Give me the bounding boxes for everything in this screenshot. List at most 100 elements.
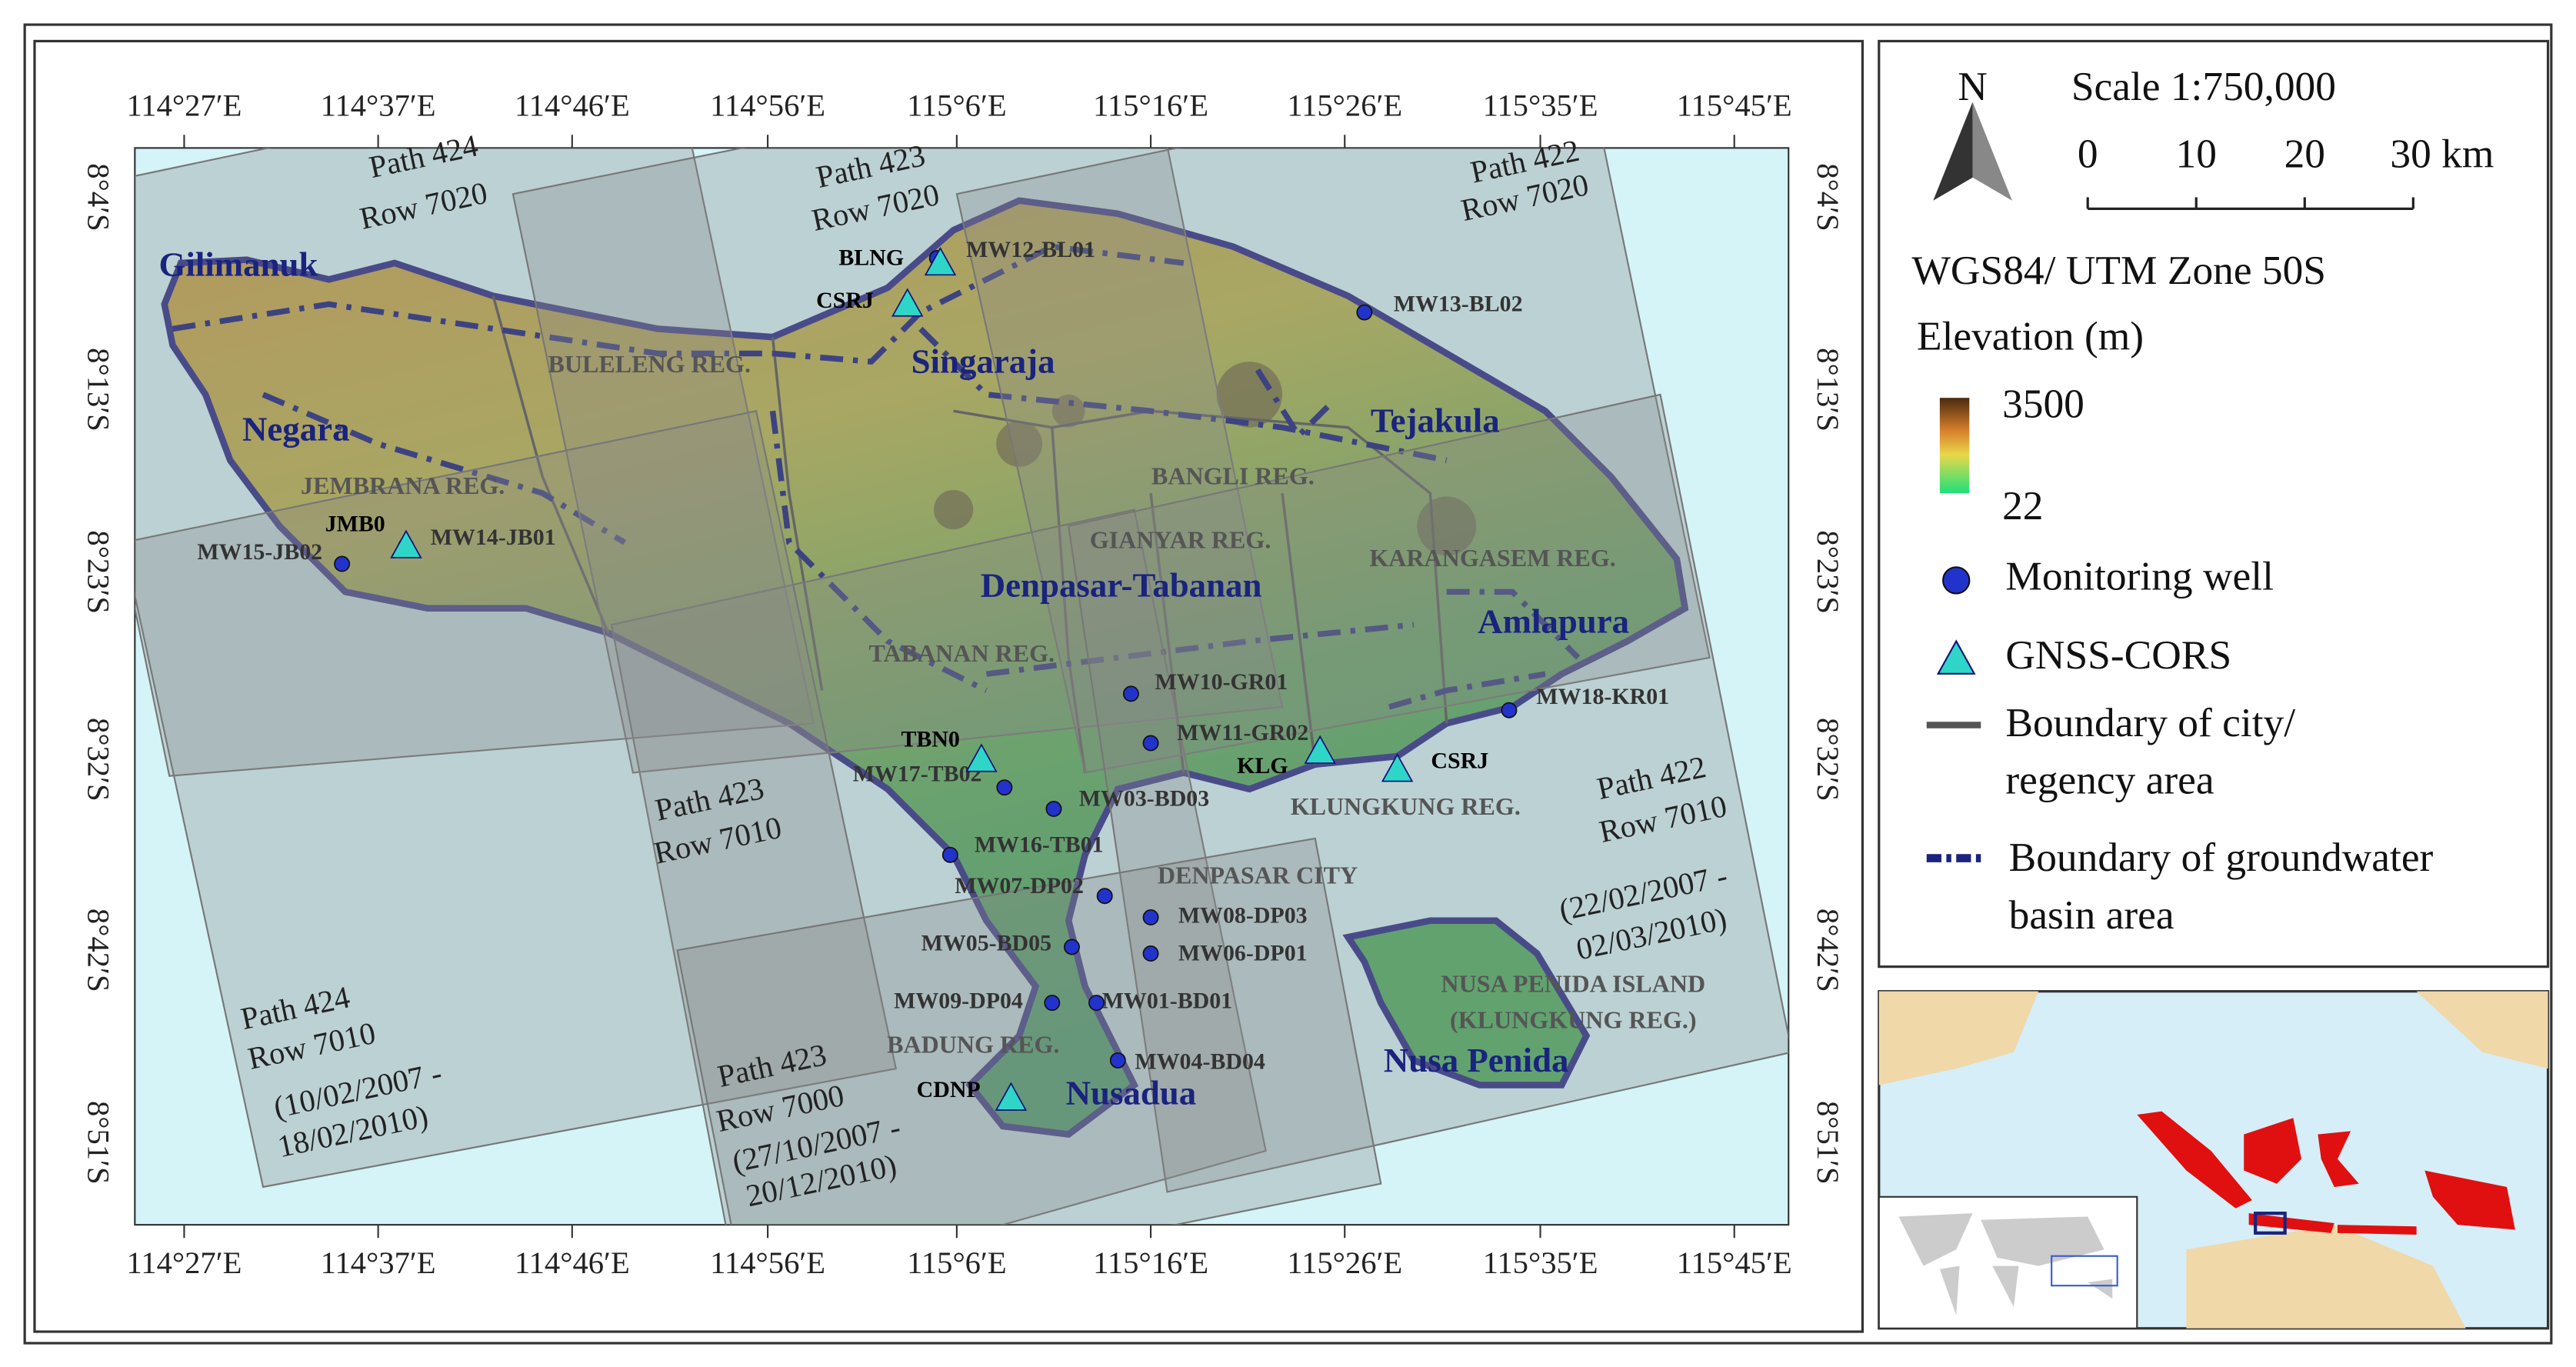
legend: N Scale 1:750,000 0 10 20 30 km WGS84/ UTM Zon… [1912,63,2494,938]
longitude-label: 114°27′E [126,1245,242,1280]
inset-land [1878,991,2039,1085]
place-label: Nusa Penida [1384,1041,1569,1079]
sulawesi [2318,1131,2359,1187]
regency-boundary [953,409,1448,724]
gnss-label: TBN0 [901,727,959,752]
latitude-label: 8°42′S [82,909,116,992]
basin-boundary [1255,368,1334,441]
gnss-station [1381,753,1414,782]
monitoring-well [1044,995,1061,1012]
longitude-label: 115°6′E [907,1245,1007,1280]
scale-tick-label: 30 km [2390,130,2494,176]
longitude-label: 115°6′E [907,88,1007,122]
well-label: MW07-DP02 [955,873,1084,899]
gnss-station [891,288,924,317]
gnss-label: CDNP [917,1077,981,1102]
well-label: MW03-BD03 [1079,786,1209,812]
legend-city: regency area [2005,757,2214,803]
monitoring-well [1122,685,1139,702]
latitude-label: 8°32′S [1811,718,1845,802]
well-label: MW04-BD04 [1135,1049,1265,1075]
java [2248,1213,2334,1233]
bali-locator [2254,1212,2287,1235]
regency-label: BULELENG REG. [548,350,751,378]
longitude-label: 115°35′E [1483,1245,1598,1280]
borneo [2244,1118,2302,1184]
place-label: Negara [242,409,350,448]
outer-frame [23,23,2553,1345]
regency-boundary [771,336,824,691]
basin-boundary [772,243,1185,365]
place-label: Gilimanuk [158,245,318,284]
well-label: MW17-TB02 [853,762,982,787]
regency-label: JEMBRANA REG. [301,472,505,499]
elevation-colorbar [1939,398,1970,494]
legend-well-symbol [1942,566,1971,595]
well-label: MW12-BL01 [966,237,1095,262]
well-label: MW01-BD01 [1102,988,1232,1013]
well-label: MW13-BL02 [1394,291,1523,316]
place-label: Singaraja [911,342,1055,381]
basin-boundary [172,301,773,357]
basin-boundary [918,326,1448,464]
longitude-label: 114°37′E [321,1245,436,1280]
gnss-label: KLG [1237,753,1288,779]
well-label: MW09-DP04 [894,988,1023,1013]
well-label: MW18-KR01 [1536,684,1669,709]
regency-label: DENPASAR CITY [1158,862,1358,889]
basin-boundary [1388,671,1546,710]
monitoring-well [334,555,351,572]
gnss-station [995,1082,1028,1111]
well-label: MW15-JB02 [197,539,322,565]
regency-label: NUSA PENIDA ISLAND [1441,970,1705,998]
scene-footprint [610,508,1267,1225]
legend-basin: Boundary of groundwater [2009,834,2434,880]
monitoring-well [941,846,958,863]
regency-label: TABANAN REG. [869,639,1055,667]
north-arrow [1933,102,1973,201]
bali-island [161,197,1689,1139]
scene-footprint [676,837,1382,1225]
projection-label: WGS84/ UTM Zone 50S [1912,247,2327,293]
longitude-label: 114°46′E [515,1245,630,1280]
latitude-label: 8°51′S [1811,1101,1845,1185]
volcano [1051,394,1085,428]
gnss-station [965,743,998,772]
gnss-label: CSRJ [816,288,874,313]
regency-label: BADUNG REG. [887,1031,1059,1059]
scene-footprint [512,148,1284,774]
basin-boundary [769,410,988,693]
scene-footprint [955,148,1711,774]
regency-boundary [1051,427,1087,773]
legend-basin: basin area [2009,892,2174,938]
scale-label: Scale 1:750,000 [2071,63,2336,109]
papua [2424,1170,2515,1230]
legend-gnss: GNSS-CORS [2005,632,2231,678]
legend-gnss-symbol [1936,639,1976,675]
legend-well: Monitoring well [2005,553,2274,599]
longitude-label: 115°16′E [1093,88,1208,122]
scale-tick-label: 20 [2284,130,2325,176]
latitude-label: 8°32′S [82,718,116,802]
world-land [1898,1213,2113,1315]
inset-map [1878,990,2550,1330]
latitude-label: 8°23′S [1811,530,1845,614]
place-label: Nusadua [1066,1074,1197,1112]
scene-footprint [1067,393,1789,1193]
longitude-label: 114°37′E [321,88,436,122]
gnss-station [924,246,957,276]
well-label: MW16-TB01 [975,832,1104,857]
regency-label: KLUNGKUNG REG. [1291,792,1521,820]
main-map: 114°27′E 114°27′E 114°37′E 114°37′E 114°46′E… [82,88,1845,1280]
monitoring-well [1501,702,1518,719]
monitoring-well [1096,888,1113,905]
gnss-label: BLNG [838,245,904,271]
basin-boundary [985,622,1415,677]
volcano [996,421,1043,467]
inset-land [2186,1225,2466,1329]
well-label: MW10-GR01 [1155,669,1288,695]
regency-label: GIANYAR REG. [1090,526,1271,554]
longitude-label: 115°45′E [1677,1245,1792,1280]
